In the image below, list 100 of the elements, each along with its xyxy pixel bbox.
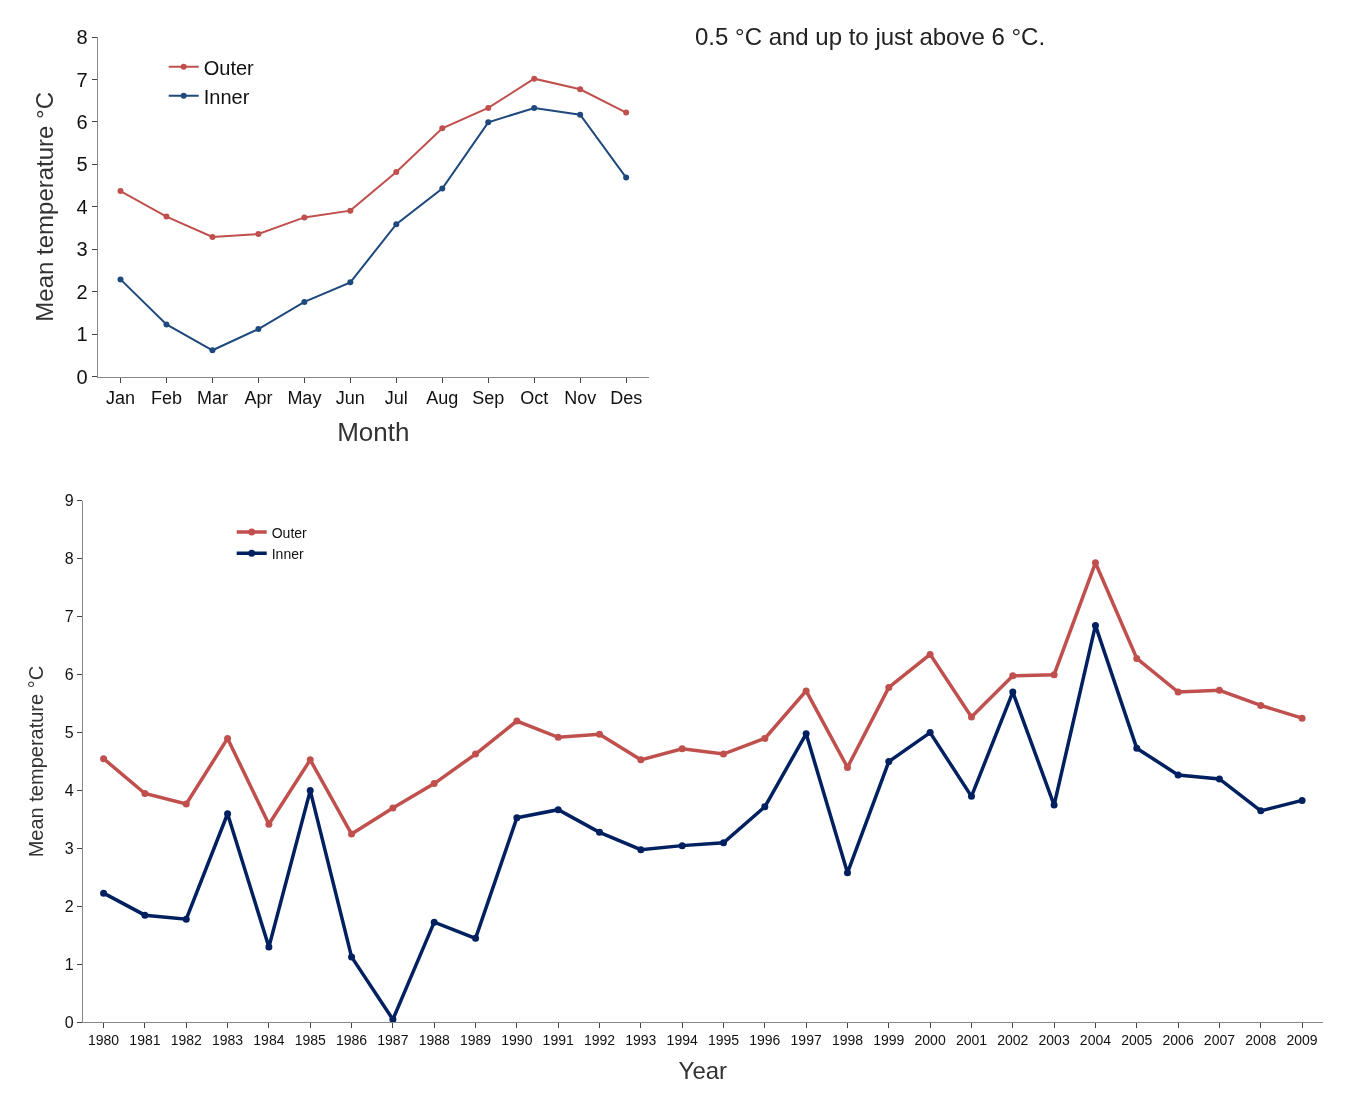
point bbox=[100, 889, 108, 897]
point bbox=[439, 125, 446, 132]
point bbox=[802, 687, 810, 695]
y-tick-label: 1 bbox=[64, 956, 74, 974]
point bbox=[1009, 672, 1017, 680]
point bbox=[182, 800, 190, 808]
x-tick-label: 2006 bbox=[1162, 1032, 1194, 1049]
point bbox=[531, 104, 538, 111]
point bbox=[577, 86, 584, 93]
point bbox=[485, 119, 492, 126]
y-tick-label: 8 bbox=[64, 550, 74, 568]
point bbox=[472, 750, 480, 758]
y-tick-label: 7 bbox=[76, 68, 88, 91]
point bbox=[1091, 621, 1099, 629]
point bbox=[1215, 775, 1223, 783]
y-tick-label: 5 bbox=[64, 724, 74, 742]
x-tick-label: 1990 bbox=[501, 1032, 533, 1049]
point bbox=[967, 713, 975, 721]
y-tick-label: 3 bbox=[76, 238, 88, 261]
x-tick-label: 1980 bbox=[88, 1032, 120, 1049]
point bbox=[577, 111, 584, 118]
point bbox=[163, 321, 170, 328]
point bbox=[224, 810, 232, 818]
y-axis-title: Mean temperature °C bbox=[31, 91, 59, 322]
point bbox=[472, 934, 480, 942]
y-tick-label: 2 bbox=[64, 898, 74, 916]
point bbox=[265, 943, 273, 951]
text: 0.5 °C and up to just above 6 °C. bbox=[695, 23, 1046, 50]
y-tick-label: 0 bbox=[64, 1013, 74, 1031]
x-tick-label: 1987 bbox=[377, 1032, 409, 1049]
point bbox=[531, 75, 538, 82]
x-tick-label: 2004 bbox=[1079, 1032, 1112, 1049]
y-tick-label: 1 bbox=[76, 323, 88, 346]
point bbox=[224, 734, 232, 742]
x-tick-label: 2005 bbox=[1121, 1032, 1153, 1049]
point bbox=[182, 915, 190, 923]
x-tick-label: 1988 bbox=[418, 1032, 450, 1049]
point bbox=[348, 830, 356, 838]
x-tick-label: Sep bbox=[472, 388, 505, 409]
x-tick-label: 2000 bbox=[914, 1032, 946, 1049]
point bbox=[301, 214, 308, 221]
point bbox=[623, 174, 630, 181]
y-tick-label: 6 bbox=[76, 110, 88, 133]
y-tick-label: 4 bbox=[64, 782, 74, 800]
point bbox=[485, 104, 492, 111]
point bbox=[100, 755, 108, 763]
x-tick-label: May bbox=[287, 388, 322, 409]
x-tick-label: Jan bbox=[105, 388, 136, 409]
y-tick-label: 2 bbox=[76, 280, 88, 303]
point bbox=[1009, 688, 1017, 696]
point bbox=[1091, 559, 1099, 567]
y-tick-label: 8 bbox=[76, 26, 88, 49]
point bbox=[596, 730, 604, 738]
x-tick-label: Apr bbox=[244, 388, 273, 409]
point bbox=[513, 814, 521, 822]
point bbox=[163, 213, 170, 220]
point bbox=[967, 792, 975, 800]
point bbox=[637, 846, 645, 854]
x-tick-label: 1993 bbox=[625, 1032, 657, 1049]
x-tick-label: Mar bbox=[196, 388, 228, 409]
point bbox=[720, 750, 727, 758]
legend-label: Outer bbox=[203, 56, 255, 79]
x-tick-label: 1999 bbox=[873, 1032, 905, 1049]
point bbox=[393, 169, 400, 176]
x-tick-label: 2003 bbox=[1038, 1032, 1070, 1049]
point bbox=[554, 806, 562, 814]
x-tick-label: 1994 bbox=[666, 1032, 698, 1049]
point bbox=[347, 207, 354, 214]
point bbox=[802, 730, 810, 738]
x-tick-label: 1995 bbox=[707, 1032, 740, 1049]
point bbox=[885, 683, 893, 691]
point bbox=[843, 869, 851, 877]
x-tick-label: Aug bbox=[426, 388, 459, 409]
point bbox=[720, 839, 727, 847]
point bbox=[554, 733, 562, 741]
point bbox=[926, 729, 934, 737]
point bbox=[1215, 686, 1223, 694]
x-tick-label: Jun bbox=[335, 388, 365, 409]
point bbox=[301, 298, 308, 305]
y-tick-label: 0 bbox=[76, 365, 88, 388]
legend-label: Inner bbox=[203, 85, 250, 108]
point bbox=[926, 650, 934, 658]
x-tick-label: 1998 bbox=[831, 1032, 864, 1049]
point bbox=[439, 185, 446, 192]
point bbox=[306, 756, 314, 764]
point bbox=[678, 745, 686, 753]
point bbox=[430, 918, 438, 926]
x-tick-label: 2007 bbox=[1203, 1032, 1236, 1049]
point bbox=[1174, 688, 1182, 696]
y-tick-label: 7 bbox=[64, 608, 74, 626]
x-tick-label: 1983 bbox=[211, 1032, 244, 1049]
point bbox=[1257, 701, 1265, 709]
x-axis-title: Month bbox=[337, 416, 410, 447]
legend-label: Inner bbox=[271, 545, 304, 562]
y-axis-title: Mean temperature °C bbox=[25, 665, 48, 858]
x-tick-label: Nov bbox=[564, 388, 597, 409]
point bbox=[1133, 654, 1141, 662]
point bbox=[389, 804, 397, 812]
point bbox=[1298, 796, 1306, 804]
x-tick-label: 1981 bbox=[129, 1032, 161, 1049]
